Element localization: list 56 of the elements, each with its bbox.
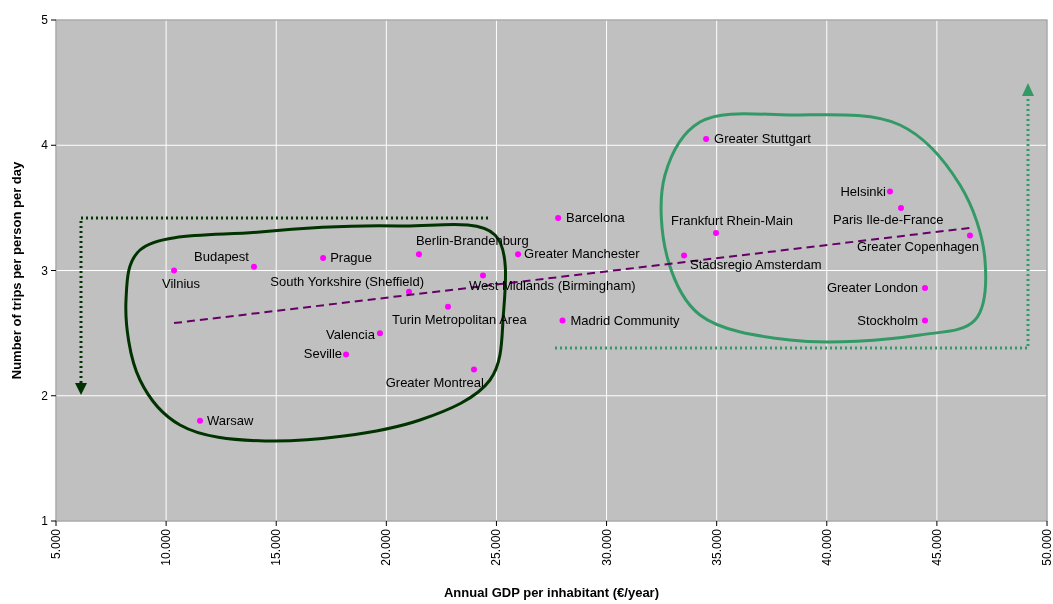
- x-tick-label: 50.000: [1040, 528, 1053, 566]
- point: [470, 366, 477, 373]
- x-tick-label: 35.000: [709, 528, 724, 566]
- y-tick-label: 3: [41, 263, 49, 278]
- annotation: Warsaw: [207, 412, 255, 428]
- point: [515, 251, 522, 258]
- point: [897, 204, 904, 211]
- annotation: Barcelona: [566, 209, 626, 225]
- x-tick-label: 10.000: [159, 528, 174, 566]
- x-tick-label: 15.000: [269, 528, 284, 566]
- y-axis-title: Number of trips per person per day: [9, 161, 24, 380]
- point: [445, 303, 451, 310]
- point: [320, 254, 327, 261]
- y-tick-label: 5: [41, 13, 49, 27]
- point: [559, 317, 566, 324]
- point: [480, 272, 487, 279]
- point: [343, 351, 350, 358]
- annotation: Greater London: [826, 280, 918, 296]
- y-tick-label: 1: [41, 514, 49, 528]
- annotation: Helsinki: [840, 183, 887, 199]
- point: [415, 251, 422, 258]
- annotation: Greater Stuttgart: [714, 130, 812, 146]
- annotation: Madrid Community: [570, 312, 681, 328]
- annotation: Prague: [330, 249, 373, 265]
- point: [922, 317, 928, 324]
- annotation: Stadsregio Amsterdam: [690, 257, 822, 273]
- x-tick-label: 30.000: [599, 528, 614, 566]
- annotation: Budapest: [194, 248, 250, 264]
- point: [171, 267, 178, 274]
- point: [376, 330, 383, 337]
- x-tick-label: 5.000: [49, 528, 63, 560]
- annotation: Paris Ile-de-France: [832, 211, 944, 227]
- point: [681, 252, 688, 259]
- y-tick-label: 4: [41, 138, 49, 153]
- point: [713, 229, 720, 236]
- annotation: Stockholm: [857, 312, 918, 328]
- point: [197, 417, 204, 424]
- y-tick-label: 2: [41, 388, 49, 403]
- x-tick-label: 45.000: [929, 528, 944, 566]
- x-axis-title: Annual GDP per inhabitant (€/year): [443, 585, 660, 600]
- point: [966, 232, 973, 239]
- point: [250, 263, 257, 270]
- point: [886, 188, 893, 195]
- annotation: Frankfurt Rhein-Main: [671, 212, 794, 228]
- annotation: Vilnius: [162, 275, 201, 291]
- x-tick-label: 40.000: [819, 528, 834, 566]
- annotation: Greater Copenhagen: [856, 239, 980, 255]
- annotation: Seville: [303, 346, 343, 362]
- point: [703, 135, 710, 142]
- point: [555, 214, 562, 221]
- point: [922, 285, 928, 292]
- annotation: Greater Montreal: [385, 375, 485, 391]
- x-tick-label: 20.000: [379, 528, 394, 566]
- x-tick-label: 25.000: [489, 528, 504, 566]
- annotation: South Yorkshire (Sheffield): [270, 273, 425, 289]
- annotation: Valencia: [326, 327, 376, 343]
